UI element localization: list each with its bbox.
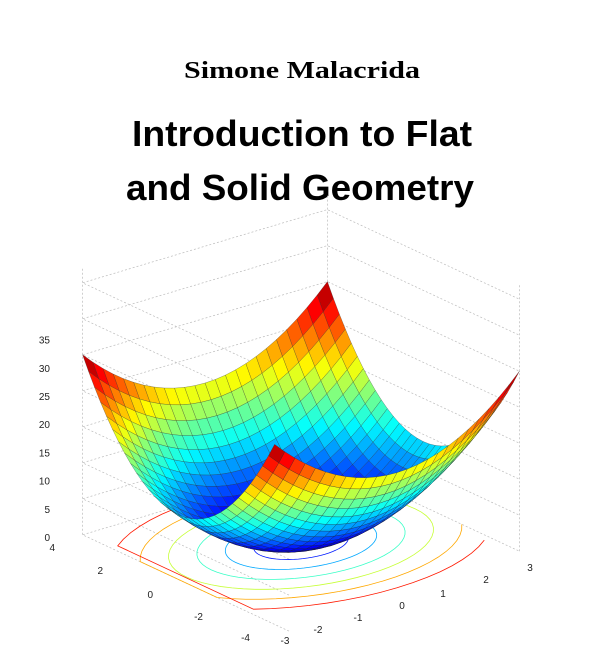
box-grid-line	[81, 245, 520, 416]
surface	[82, 281, 520, 553]
x-tick-label: 1	[440, 589, 446, 600]
x-tick-label: 3	[527, 563, 533, 574]
x-tick-label: -1	[354, 613, 363, 624]
z-tick-label: 0	[44, 533, 50, 544]
z-tick-label: 30	[39, 364, 51, 375]
box-grid-line	[81, 209, 520, 380]
surface-cell	[268, 444, 286, 464]
y-tick-label: 2	[97, 566, 103, 577]
x-tick-label: 2	[483, 575, 489, 586]
x-tick-label: 0	[399, 601, 405, 612]
title-line: and Solid Geometry	[126, 167, 474, 208]
z-tick-label: 20	[39, 420, 51, 431]
y-tick-label: 0	[147, 590, 153, 601]
z-tick-label: 25	[39, 392, 51, 403]
z-tick-label: 15	[39, 448, 51, 459]
y-tick-label: 4	[49, 543, 55, 554]
title-line: Introduction to Flat	[132, 113, 472, 154]
author: Simone Malacrida	[184, 58, 420, 84]
z-tick-label: 35	[39, 336, 51, 347]
z-tick-label: 5	[44, 505, 50, 516]
y-tick-label: -4	[241, 633, 250, 644]
y-tick-label: -2	[194, 612, 203, 623]
x-tick-label: -3	[281, 636, 290, 647]
z-tick-label: 10	[39, 477, 51, 488]
x-tick-label: -2	[314, 625, 323, 636]
